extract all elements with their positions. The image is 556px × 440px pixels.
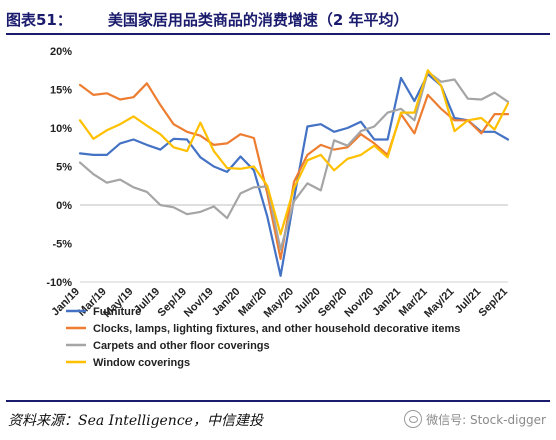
x-tick-label: May/21 (422, 286, 456, 320)
series-line-4 (78, 69, 510, 236)
x-tick-label: Nov/20 (342, 286, 376, 320)
x-tick-label: Nov/19 (182, 286, 216, 320)
x-tick-label: Jan/19 (49, 286, 82, 319)
figure-title-row: 图表51： 美国家居用品类商品的消费增速（2 年平均） (6, 8, 550, 30)
series-line-2 (78, 82, 510, 260)
bottom-rule (6, 400, 550, 402)
y-tick-label: -10% (46, 277, 72, 289)
x-tick-label: May/20 (262, 286, 296, 320)
x-tick-label: Jan/20 (210, 286, 243, 319)
series-line-3 (78, 70, 510, 251)
top-rule (6, 33, 550, 35)
watermark-text: 微信号: Stock-digger (426, 412, 546, 427)
y-tick-label: 10% (50, 123, 72, 135)
figure-title: 美国家居用品类商品的消费增速（2 年平均） (107, 10, 409, 29)
x-tick-label: Jan/21 (370, 286, 403, 319)
watermark: 微信号: Stock-digger (404, 410, 546, 428)
y-tick-label: -5% (52, 239, 72, 251)
source-note: 资料来源：Sea Intelligence，中信建投 (8, 413, 263, 429)
wechat-icon (404, 410, 423, 428)
line-chart: -10%-5%0%5%10%15%20%Jan/19Mar/19May/19Ju… (46, 46, 511, 369)
x-tick-label: Sep/21 (477, 286, 511, 320)
figure-number: 图表51： (6, 10, 72, 29)
y-tick-label: 5% (56, 162, 72, 174)
legend-label-2: Clocks, lamps, lighting fixtures, and ot… (93, 323, 460, 335)
y-tick-label: 0% (56, 200, 72, 212)
legend-label-4: Window coverings (93, 357, 190, 369)
series-line-1 (78, 72, 510, 277)
y-tick-label: 15% (50, 85, 72, 97)
y-tick-label: 20% (50, 46, 72, 58)
legend-label-3: Carpets and other floor coverings (93, 340, 270, 352)
legend-label-1: Furniture (93, 306, 141, 318)
